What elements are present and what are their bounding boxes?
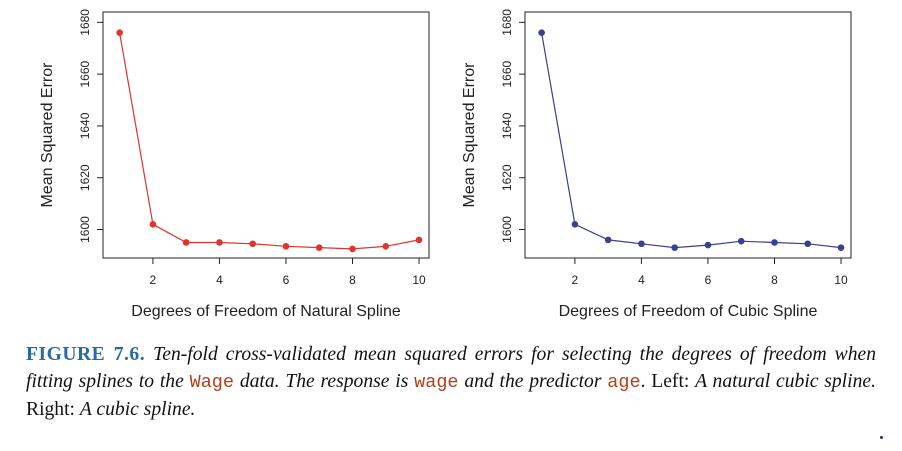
panel-1-data-point [249, 240, 256, 248]
panel-2-data-point [737, 237, 745, 245]
panel-1-data-point [382, 243, 390, 250]
panel-2-data-point [638, 240, 645, 248]
panel-2-y-tick-label: 1600 [500, 216, 514, 243]
panel-1-y-tick-label: 1660 [78, 60, 92, 87]
panel-1-x-tick-label: 2 [150, 273, 157, 287]
panel-1-series-line [119, 32, 420, 250]
caption-text-3: and the predictor [464, 371, 602, 392]
panel-1-data-point [149, 221, 157, 228]
caption-code-wage-dataset: Wage [189, 372, 235, 393]
panel-1-x-tick-label: 4 [216, 273, 223, 287]
panel-2-x-tick-label: 10 [834, 273, 848, 287]
caption-code-age: age [607, 372, 641, 393]
panel-1-data-point [349, 245, 356, 253]
panel-2-x-tick-label: 8 [771, 273, 778, 287]
caption-text-4: . Left: [640, 371, 690, 392]
panel-1-data-point [282, 243, 290, 250]
panel-2-data-point [837, 244, 845, 251]
panel-2-x-tick-label: 4 [638, 273, 645, 287]
caption-text-1: Ten-fold cross-validated mean squared er… [26, 344, 876, 392]
panel-2-x-tick-label: 6 [705, 273, 712, 287]
panel-1-x-tick-label: 8 [349, 273, 356, 287]
panel-2-y-tick-label: 1660 [500, 60, 514, 87]
caption-text-5: A natural cubic spline. [695, 371, 876, 392]
panel-1-x-tick-label: 10 [412, 273, 426, 287]
panel-2-y-axis-label: Mean Squared Error [461, 62, 478, 208]
panel-1-x-tick-label: 6 [283, 273, 290, 287]
panel-2-data-point [704, 241, 712, 249]
panel-2-y-tick-label: 1680 [500, 9, 514, 36]
panel-1-y-axis-label: Mean Squared Error [39, 62, 56, 208]
panel-2-x-tick-label: 2 [572, 273, 579, 287]
panel-2-data-point [604, 236, 612, 244]
panel-2-data-point [771, 239, 778, 246]
caption-text-2: data. The response is [239, 371, 409, 392]
panel-2-data-point [571, 221, 579, 228]
panel-2-data-point [538, 29, 545, 37]
figure-caption: FIGURE 7.6. Ten-fold cross-validated mea… [26, 341, 876, 423]
caption-text-7: A cubic spline. [79, 399, 196, 420]
panel-2-data-point [671, 244, 678, 251]
page-dot [880, 436, 883, 439]
panel-1-data-point [116, 29, 123, 37]
panel-2-plot-frame [524, 11, 852, 259]
panel-1-plot-frame [102, 11, 430, 259]
panel-1-y-tick-label: 1620 [78, 164, 92, 191]
panel-2-series-line [541, 32, 842, 249]
panel-1-data-point [315, 244, 323, 251]
panel-1-data-point [415, 236, 423, 244]
panel-1-y-tick-label: 1680 [78, 9, 92, 36]
panel-2-x-axis-label: Degrees of Freedom of Cubic Spline [559, 303, 818, 320]
figure-charts: 2 4 6 8 10 1600 1620 1640 1660 1680 Degrees of Fre… [39, 9, 852, 320]
caption-text-6: Right: [26, 399, 75, 420]
figure-label: FIGURE 7.6. [26, 344, 146, 365]
panel-2-data-point [804, 240, 812, 248]
panel-1-y-tick-label: 1600 [78, 216, 92, 243]
caption-code-wage-response: wage [414, 372, 459, 393]
panel-1-x-axis-label: Degrees of Freedom of Natural Spline [131, 303, 401, 320]
panel-1-data-point [216, 239, 223, 246]
panel-1-data-point [182, 239, 190, 246]
panel-2-y-tick-label: 1640 [500, 112, 514, 139]
panel-2-y-tick-label: 1620 [500, 164, 514, 191]
panel-1-y-tick-label: 1640 [78, 112, 92, 139]
